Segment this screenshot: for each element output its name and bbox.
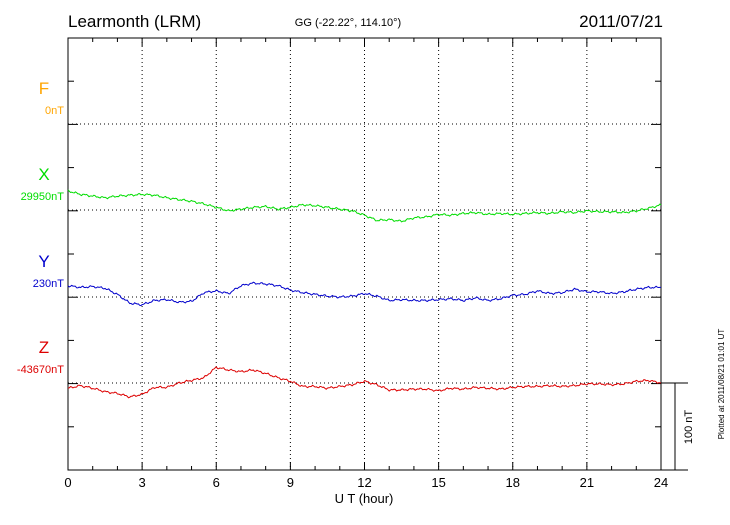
- x-tick-label: 0: [64, 475, 71, 490]
- series-baseline-x: 29950nT: [21, 191, 65, 203]
- x-tick-label: 21: [580, 475, 594, 490]
- station-title: Learmonth (LRM): [68, 12, 201, 31]
- plotted-timestamp: Plotted at 2011/08/21 01:01 UT: [717, 329, 726, 440]
- series-name-y: Y: [38, 252, 49, 271]
- series-name-f: F: [39, 79, 49, 98]
- x-tick-label: 18: [506, 475, 520, 490]
- x-tick-label: 3: [139, 475, 146, 490]
- coordinates-label: GG (-22.22°, 114.10°): [295, 17, 401, 29]
- series-labels: F 0nT X 29950nT Y 230nT Z -43670nT: [17, 79, 64, 376]
- x-tick-label: 6: [213, 475, 220, 490]
- x-tick-labels: 0 3 6 9 12 15 18 21 24: [64, 475, 668, 490]
- series-baseline-z: -43670nT: [17, 364, 64, 376]
- date-label: 2011/07/21: [579, 12, 663, 31]
- series-traces: [67, 189, 662, 399]
- x-tick-label: 15: [431, 475, 445, 490]
- axis-ticks: [67, 38, 662, 470]
- scale-bar-label: 100 nT: [683, 410, 695, 445]
- series-baseline-f: 0nT: [45, 105, 64, 117]
- series-line-x: [67, 189, 662, 223]
- scale-bar: [661, 382, 688, 471]
- x-tick-label: 9: [287, 475, 294, 490]
- series-baseline-y: 230nT: [33, 278, 64, 290]
- series-line-y: [67, 281, 661, 307]
- series-line-z: [67, 366, 662, 399]
- x-tick-label: 12: [357, 475, 371, 490]
- series-name-x: X: [38, 165, 49, 184]
- series-name-z: Z: [39, 338, 49, 357]
- x-tick-label: 24: [654, 475, 668, 490]
- grid-lines: [68, 38, 661, 470]
- x-axis-label: U T (hour): [335, 491, 394, 506]
